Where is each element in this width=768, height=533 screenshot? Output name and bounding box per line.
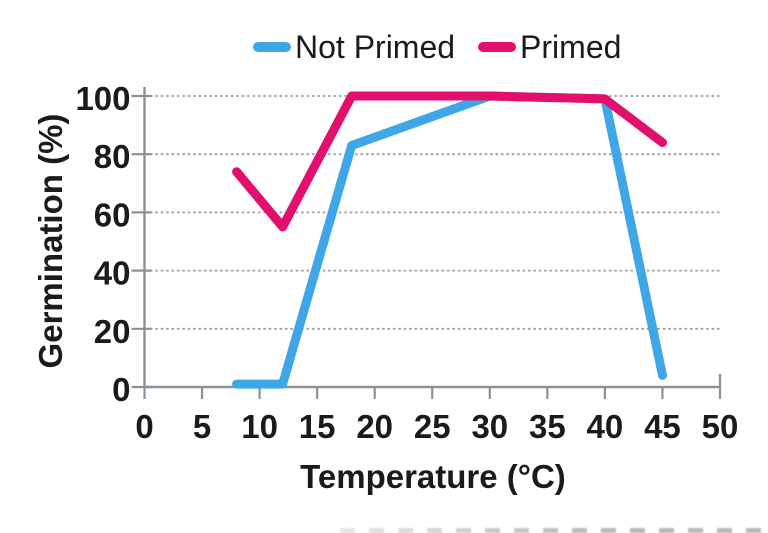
legend: Not Primed Primed	[253, 28, 621, 66]
not-primed-line-marker-icon	[253, 42, 291, 52]
x-tick-label-10: 10	[241, 408, 278, 445]
series-line-not-primed	[232, 91, 667, 389]
y-tick-label-40: 40	[94, 255, 131, 292]
cropped-caption-fragment	[340, 528, 766, 533]
x-tick-label-15: 15	[299, 408, 336, 445]
y-tick-label-80: 80	[94, 138, 131, 175]
x-tick-label-40: 40	[587, 408, 624, 445]
legend-item-not-primed: Not Primed	[253, 28, 455, 66]
x-tick-label-35: 35	[529, 408, 566, 445]
x-axis-title: Temperature (°C)	[300, 458, 566, 495]
x-tick-label-25: 25	[414, 408, 451, 445]
x-tick-label-20: 20	[356, 408, 393, 445]
y-axis-title: Germination (%)	[32, 113, 69, 369]
x-tick-label-5: 5	[193, 408, 211, 445]
y-tick-label-100: 100	[75, 80, 130, 117]
y-tick-label-0: 0	[112, 371, 130, 408]
y-tick-label-20: 20	[94, 313, 131, 350]
legend-label-not-primed: Not Primed	[295, 29, 456, 65]
legend-item-primed: Primed	[478, 28, 621, 66]
x-tick-label-45: 45	[644, 408, 681, 445]
y-tick-label-60: 60	[94, 196, 131, 233]
x-tick-label-50: 50	[702, 408, 739, 445]
primed-line-marker-icon	[478, 42, 517, 52]
x-tick-label-0: 0	[135, 408, 153, 445]
x-tick-label-30: 30	[471, 408, 508, 445]
series-line-primed	[232, 91, 667, 232]
legend-label-primed: Primed	[520, 29, 622, 65]
